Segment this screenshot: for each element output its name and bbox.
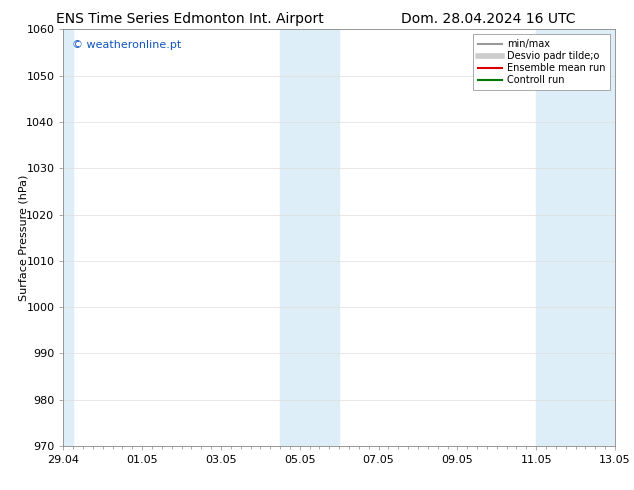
Bar [536, 29, 615, 446]
Bar [280, 29, 339, 446]
Text: Dom. 28.04.2024 16 UTC: Dom. 28.04.2024 16 UTC [401, 12, 576, 26]
Bar [63, 29, 74, 446]
Legend: min/max, Desvio padr tilde;o, Ensemble mean run, Controll run: min/max, Desvio padr tilde;o, Ensemble m… [473, 34, 610, 90]
Y-axis label: Surface Pressure (hPa): Surface Pressure (hPa) [18, 174, 29, 301]
Text: ENS Time Series Edmonton Int. Airport: ENS Time Series Edmonton Int. Airport [56, 12, 324, 26]
Text: © weatheronline.pt: © weatheronline.pt [72, 40, 181, 50]
